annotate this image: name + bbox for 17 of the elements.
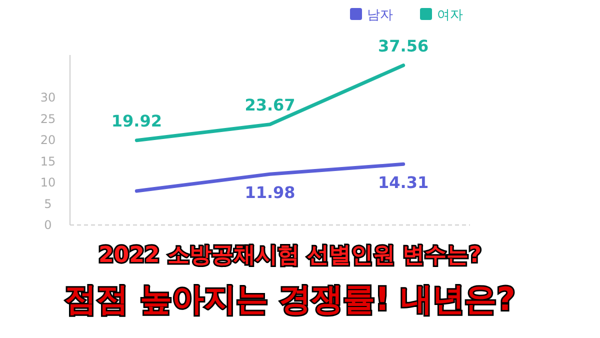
text: 점점 높아지는 경쟁률! 내년은? (64, 280, 516, 318)
data-label: 11.98 (244, 183, 296, 202)
y-tick-label: 25 (40, 112, 56, 126)
data-label: 19.92 (111, 111, 162, 130)
data-label: 23.67 (244, 95, 296, 114)
plot: 0 5 10 15 20 25 30 11.98 14.31 19.92 23.67 37.56 (40, 36, 470, 232)
data-label: 14.31 (378, 173, 429, 192)
y-tick-label: 20 (40, 133, 56, 147)
legend-label: 남자 (367, 8, 393, 23)
y-tick-label: 0 (44, 218, 52, 232)
y-tick-label: 5 (44, 196, 52, 211)
text: 2022 소방공채시험 선별인원 변수는? (98, 243, 482, 268)
data-label: 37.56 (378, 36, 429, 56)
y-tick-label: 10 (40, 176, 56, 190)
legend-label: 여자 (437, 8, 463, 23)
y-tick-label: 15 (40, 154, 56, 168)
y-tick-label: 30 (40, 90, 56, 104)
